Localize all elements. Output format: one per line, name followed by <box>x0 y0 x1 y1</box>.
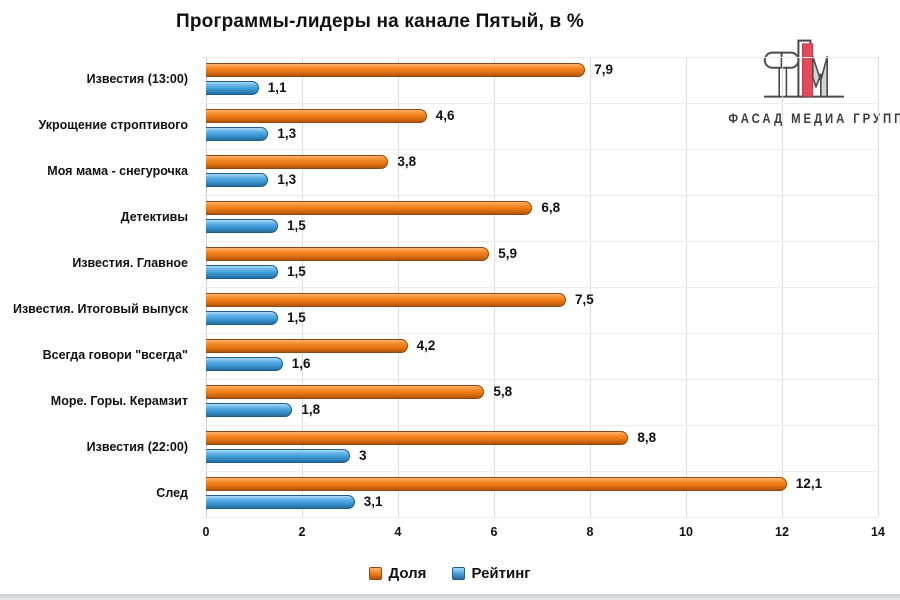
bar-доля <box>206 247 490 261</box>
category-label: Известия (22:00) <box>86 440 188 455</box>
value-label: 12,1 <box>795 476 823 491</box>
category-label: Детективы <box>120 210 188 225</box>
bar-рейтинг <box>206 495 355 509</box>
category-band: 5,9 1,5 <box>206 241 878 287</box>
gridline-horizontal <box>201 379 878 380</box>
category-band: 3,8 1,3 <box>206 149 878 195</box>
value-label: 1,5 <box>287 310 306 325</box>
category-band: 7,9 1,1 <box>206 57 878 103</box>
gridline-horizontal <box>201 195 878 196</box>
bar-доля <box>206 155 389 169</box>
category-label: Всегда говори "всегда" <box>42 348 188 363</box>
category-band: 5,8 1,8 <box>206 379 878 425</box>
x-axis-tick-label: 4 <box>394 525 402 539</box>
category-label: След <box>156 486 188 501</box>
logo-text: ФАСАД МЕДИА ГРУПП <box>728 111 900 126</box>
chart-title: Программы-лидеры на канале Пятый, в % <box>176 11 584 32</box>
value-label: 1,8 <box>301 402 321 417</box>
gridline-horizontal <box>201 471 878 472</box>
bar-доля <box>206 201 533 215</box>
bar-рейтинг <box>206 127 269 141</box>
value-label: 1,1 <box>267 80 287 95</box>
legend-item-доля: Доля <box>369 565 426 582</box>
legend-label: Доля <box>388 564 427 582</box>
category-band: 4,2 1,6 <box>206 333 878 379</box>
bar-доля <box>206 431 629 445</box>
bar-рейтинг <box>206 403 293 417</box>
bar-рейтинг <box>206 219 278 233</box>
plot-area: 7,9 1,1 4,6 1,3 3,8 1,3 6,8 1,5 5,9 1,5 7,5 1,5 4,2 1… <box>201 57 879 518</box>
value-label: 1,6 <box>291 356 311 371</box>
bar-доля <box>206 63 586 77</box>
bar-рейтинг <box>206 311 278 325</box>
category-label: Укрощение строптивого <box>38 118 188 133</box>
value-label: 6,8 <box>541 200 561 215</box>
value-label: 7,5 <box>575 292 594 307</box>
gridline-horizontal <box>201 333 878 334</box>
value-label: 3,1 <box>363 494 383 509</box>
bar-рейтинг <box>206 357 283 371</box>
bar-доля <box>206 339 408 353</box>
bar-рейтинг <box>206 173 269 187</box>
gridline-horizontal <box>201 241 878 242</box>
x-axis-tick-label: 10 <box>679 525 693 539</box>
bar-доля <box>206 109 427 123</box>
x-axis-tick-label: 6 <box>490 525 498 539</box>
category-label: Известия (13:00) <box>86 72 188 87</box>
bar-доля <box>206 385 485 399</box>
category-band: 7,5 1,5 <box>206 287 878 333</box>
value-label: 1,3 <box>277 126 297 141</box>
bar-доля <box>206 293 566 307</box>
legend-swatch-icon <box>369 566 383 580</box>
value-label: 1,5 <box>287 218 306 233</box>
x-axis-tick-label: 14 <box>871 525 885 539</box>
category-labels-column: Известия (13:00) Укрощение строптивого Моя… <box>0 57 197 517</box>
bar-рейтинг <box>206 449 350 463</box>
category-label: Моя мама - снегурочка <box>47 164 188 179</box>
x-axis-tick-label: 8 <box>586 525 594 539</box>
category-label: Море. Горы. Керамзит <box>50 394 188 409</box>
gridline-horizontal <box>201 287 878 288</box>
bottom-edge-strip <box>0 594 900 600</box>
value-label: 5,9 <box>498 246 517 261</box>
gridline-horizontal <box>201 425 878 426</box>
gridline-horizontal <box>201 517 878 518</box>
category-label: Известия. Главное <box>72 256 188 271</box>
x-axis-tick-label: 2 <box>298 525 306 539</box>
value-label: 3 <box>359 448 367 463</box>
legend: Доля Рейтинг <box>0 560 900 586</box>
value-label: 4,6 <box>435 108 455 123</box>
category-band: 4,6 1,3 <box>206 103 878 149</box>
value-label: 7,9 <box>594 62 613 77</box>
bar-рейтинг <box>206 81 259 95</box>
bar-доля <box>206 477 787 491</box>
legend-label: Рейтинг <box>471 564 531 582</box>
value-label: 5,8 <box>493 384 513 399</box>
value-label: 1,5 <box>287 264 306 279</box>
gridline-horizontal <box>201 103 878 104</box>
bar-рейтинг <box>206 265 278 279</box>
gridline-vertical <box>878 57 879 517</box>
value-label: 8,8 <box>637 430 657 445</box>
value-label: 3,8 <box>397 154 417 169</box>
gridline-horizontal <box>201 149 878 150</box>
value-label: 1,3 <box>277 172 297 187</box>
category-band: 6,8 1,5 <box>206 195 878 241</box>
legend-swatch-icon <box>452 566 466 580</box>
legend-item-рейтинг: Рейтинг <box>452 564 531 582</box>
x-axis: 0 2 4 6 8 10 12 14 <box>202 525 885 543</box>
category-band: 8,8 3 <box>206 425 878 471</box>
category-label: Известия. Итоговый выпуск <box>12 302 188 317</box>
x-axis-tick-label: 0 <box>202 525 210 539</box>
value-label: 4,2 <box>416 338 436 353</box>
x-axis-tick-label: 12 <box>775 525 789 539</box>
category-band: 12,1 3,1 <box>206 471 878 517</box>
gridline-horizontal <box>201 57 878 58</box>
